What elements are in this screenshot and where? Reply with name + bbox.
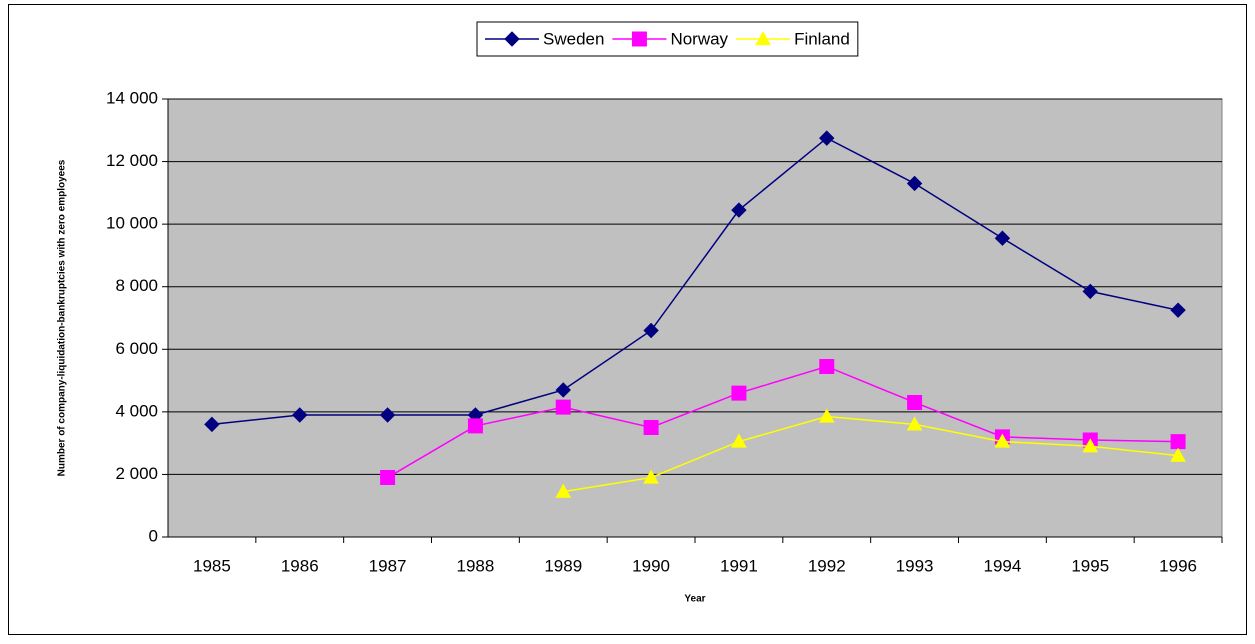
y-tick-label: 10 000: [106, 214, 158, 233]
y-tick-label: 4 000: [115, 401, 158, 420]
series-line: [563, 415, 1179, 493]
x-tick-label: 1989: [544, 556, 582, 575]
y-tick-label: 6 000: [115, 339, 158, 358]
marker: [907, 394, 923, 410]
legend: Sweden Norway Finland: [476, 21, 859, 57]
marker: [994, 433, 1011, 448]
series-line: [387, 365, 1179, 479]
marker: [504, 31, 520, 47]
marker: [1170, 434, 1186, 450]
marker: [380, 470, 396, 486]
marker: [555, 483, 572, 498]
marker: [643, 469, 659, 484]
x-tick-label: 1995: [1071, 556, 1109, 575]
x-tick-label: 1985: [193, 556, 231, 575]
marker: [292, 407, 308, 423]
x-axis-label: Year: [684, 594, 705, 605]
marker: [1082, 283, 1098, 300]
marker: [906, 175, 923, 192]
marker: [1170, 302, 1186, 318]
y-tick-label: 2 000: [115, 464, 158, 483]
legend-label: Norway: [670, 29, 728, 48]
marker: [819, 130, 835, 146]
x-tick-label: 1986: [281, 556, 319, 575]
y-axis-label: Number of company-liquidation-bankruptci…: [57, 159, 68, 476]
marker: [1082, 438, 1099, 453]
marker: [643, 420, 659, 435]
marker: [555, 399, 571, 415]
x-tick-label: 1991: [720, 556, 758, 575]
x-tick-label: 1996: [1159, 556, 1197, 575]
marker: [731, 433, 747, 448]
legend-box: [476, 21, 859, 57]
legend-label: Finland: [794, 29, 850, 48]
x-tick-label: 1994: [984, 556, 1022, 575]
marker: [906, 416, 923, 431]
marker: [555, 382, 571, 398]
y-tick-label: 8 000: [115, 276, 158, 295]
marker: [204, 416, 220, 433]
marker: [818, 408, 835, 423]
marker: [643, 322, 659, 339]
marker: [379, 407, 396, 423]
marker: [467, 418, 483, 434]
marker: [631, 31, 647, 47]
x-tick-label: 1987: [369, 556, 407, 575]
marker: [994, 230, 1011, 246]
y-tick-label: 14 000: [106, 88, 158, 107]
marker: [755, 30, 771, 46]
plot-area: [167, 98, 1223, 538]
marker: [819, 358, 835, 374]
x-tick-label: 1988: [457, 556, 495, 575]
x-tick-label: 1990: [632, 556, 670, 575]
x-tick-label: 1992: [808, 556, 846, 575]
series-line: [211, 137, 1179, 426]
y-tick-label: 0: [149, 526, 158, 545]
marker: [1170, 447, 1186, 462]
marker: [731, 202, 747, 218]
legend-label: Sweden: [543, 29, 604, 48]
x-tick-label: 1993: [896, 556, 934, 575]
marker: [731, 385, 747, 401]
y-tick-label: 12 000: [106, 151, 158, 170]
